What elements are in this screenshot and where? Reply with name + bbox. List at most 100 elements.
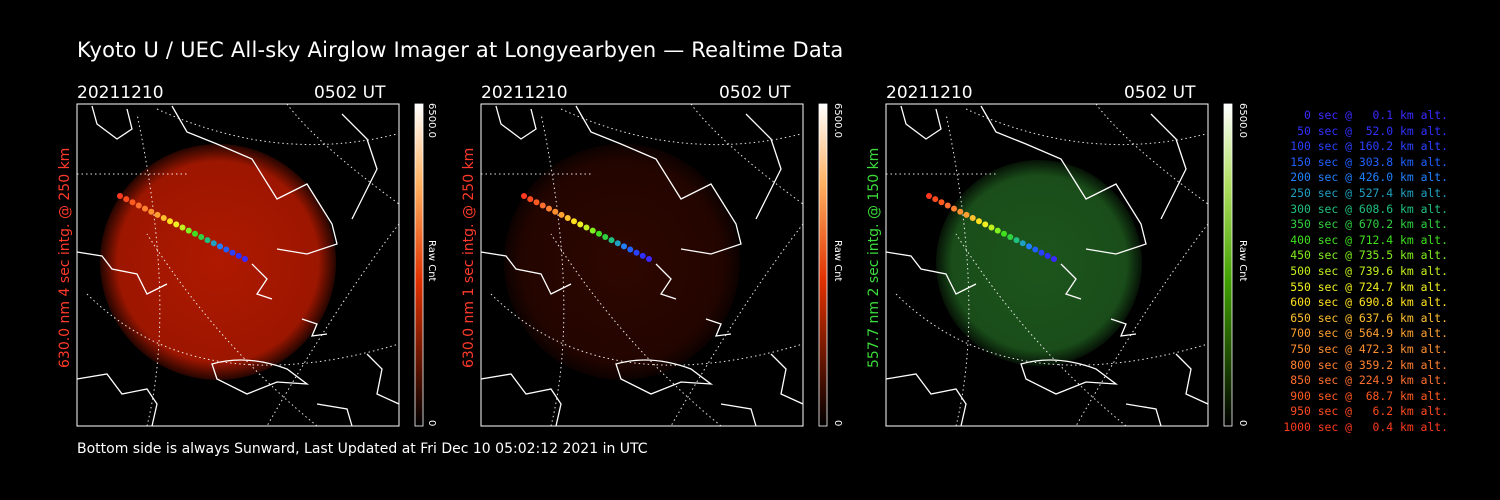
coastline bbox=[1175, 353, 1209, 405]
legend-entry: 600 sec @ 690.8 km alt. bbox=[1290, 295, 1448, 310]
trajectory-point bbox=[1032, 246, 1039, 253]
footer-note: Bottom side is always Sunward, Last Upda… bbox=[77, 441, 648, 457]
legend-entry: 100 sec @ 160.2 km alt. bbox=[1290, 139, 1448, 154]
panel-2-colorbar-max: 6500.0 bbox=[832, 103, 843, 138]
trajectory-point bbox=[963, 211, 970, 218]
trajectory-point bbox=[154, 211, 161, 218]
trajectory-point bbox=[185, 227, 192, 234]
colorbar bbox=[414, 103, 424, 427]
coastline bbox=[745, 113, 782, 220]
trajectory-point bbox=[1019, 240, 1026, 247]
latitude-grid-line bbox=[560, 108, 802, 146]
trajectory-point bbox=[521, 193, 527, 199]
coastline bbox=[316, 403, 353, 427]
trajectory-point bbox=[229, 249, 236, 256]
airglow-image bbox=[504, 144, 740, 380]
trajectory-point bbox=[135, 202, 142, 209]
legend-entry: 900 sec @ 68.7 km alt. bbox=[1290, 388, 1448, 403]
legend-entry: 450 sec @ 735.5 km alt. bbox=[1290, 248, 1448, 263]
colorbar bbox=[818, 103, 828, 427]
panel-1-colorbar-unit: Raw Cnt bbox=[426, 240, 437, 282]
panel-2-colorbar-unit: Raw Cnt bbox=[832, 240, 843, 282]
panel-3-colorbar-unit: Raw Cnt bbox=[1237, 240, 1248, 282]
coastline bbox=[1110, 318, 1137, 337]
trajectory-point bbox=[596, 230, 602, 237]
trajectory-point bbox=[944, 202, 951, 209]
trajectory-point bbox=[621, 243, 627, 250]
trajectory-point bbox=[602, 233, 609, 240]
trajectory-point bbox=[583, 224, 590, 231]
coastline bbox=[1020, 359, 1119, 395]
coastline bbox=[480, 373, 562, 427]
trajectory-point bbox=[1038, 249, 1045, 256]
latitude-grid-line bbox=[965, 108, 1207, 146]
coastline bbox=[495, 105, 537, 140]
trajectory-point bbox=[577, 221, 584, 228]
legend-entry: 850 sec @ 224.9 km alt. bbox=[1290, 373, 1448, 388]
panel-1-colorbar-min: 0 bbox=[426, 420, 437, 427]
coastline bbox=[1150, 113, 1187, 220]
trajectory-point bbox=[223, 246, 230, 253]
trajectory-point bbox=[192, 230, 198, 237]
trajectory-point bbox=[546, 205, 552, 212]
trajectory-point bbox=[1026, 243, 1032, 250]
trajectory-point bbox=[608, 237, 615, 244]
trajectory-point bbox=[167, 218, 173, 225]
longitude-grid-line bbox=[146, 233, 318, 427]
trajectory-point bbox=[129, 199, 136, 206]
trajectory-point bbox=[957, 208, 964, 215]
legend-entry: 950 sec @ 6.2 km alt. bbox=[1290, 404, 1448, 419]
colorbar bbox=[1223, 103, 1233, 427]
longitude-grid-line bbox=[540, 113, 565, 427]
trajectory-point bbox=[123, 196, 130, 203]
legend-entry: 650 sec @ 637.6 km alt. bbox=[1290, 310, 1448, 325]
panel-3-time: 0502 UT bbox=[1124, 83, 1196, 103]
trajectory-point bbox=[235, 252, 242, 259]
trajectory-point bbox=[1001, 230, 1007, 237]
longitude-grid-line bbox=[550, 233, 722, 427]
longitude-grid-line bbox=[136, 113, 161, 427]
coastline bbox=[76, 373, 158, 427]
trajectory-point bbox=[982, 221, 989, 228]
trajectory-point bbox=[627, 246, 634, 253]
coastline bbox=[885, 251, 977, 295]
trajectory-legend: 0 sec @ 0.1 km alt. 50 sec @ 52.0 km alt… bbox=[1268, 108, 1448, 435]
trajectory-point bbox=[210, 240, 217, 247]
coastline bbox=[1060, 263, 1082, 300]
coastline bbox=[91, 105, 133, 140]
coastline bbox=[770, 353, 804, 405]
panel-1-date: 20211210 bbox=[77, 83, 164, 103]
legend-entry: 400 sec @ 712.4 km alt. bbox=[1290, 232, 1448, 247]
coastline bbox=[885, 373, 967, 427]
latitude-grid-line bbox=[490, 293, 804, 366]
legend-entry: 250 sec @ 527.4 km alt. bbox=[1290, 185, 1448, 200]
coastline bbox=[655, 263, 677, 300]
coastline bbox=[615, 359, 714, 395]
trajectory-point bbox=[539, 202, 546, 209]
trajectory-point bbox=[646, 256, 652, 262]
coastline bbox=[76, 251, 168, 295]
panel-1-time: 0502 UT bbox=[314, 83, 386, 103]
trajectory-point bbox=[994, 227, 1001, 234]
coastline bbox=[705, 318, 732, 337]
legend-entry: 0 sec @ 0.1 km alt. bbox=[1303, 108, 1448, 122]
trajectory-point bbox=[148, 208, 155, 215]
map-panel-3 bbox=[885, 103, 1233, 427]
legend-entry: 150 sec @ 303.8 km alt. bbox=[1290, 154, 1448, 169]
trajectory-point bbox=[533, 199, 540, 206]
page-title: Kyoto U / UEC All-sky Airglow Imager at … bbox=[77, 38, 844, 62]
coastline bbox=[366, 353, 400, 405]
trajectory-point bbox=[976, 218, 982, 225]
trajectory-point bbox=[633, 249, 640, 256]
trajectory-point bbox=[142, 205, 148, 212]
panel-2-time: 0502 UT bbox=[719, 83, 791, 103]
coastline bbox=[575, 105, 742, 255]
legend-entry: 50 sec @ 52.0 km alt. bbox=[1297, 123, 1448, 138]
coastline bbox=[251, 263, 273, 300]
map-panel-2 bbox=[480, 103, 828, 427]
trajectory-point bbox=[198, 233, 205, 240]
trajectory-point bbox=[558, 211, 565, 218]
panel-1-wavelength-label: 630.0 nm 4 sec intg. @ 250 km bbox=[57, 147, 73, 368]
coastline bbox=[171, 105, 338, 255]
